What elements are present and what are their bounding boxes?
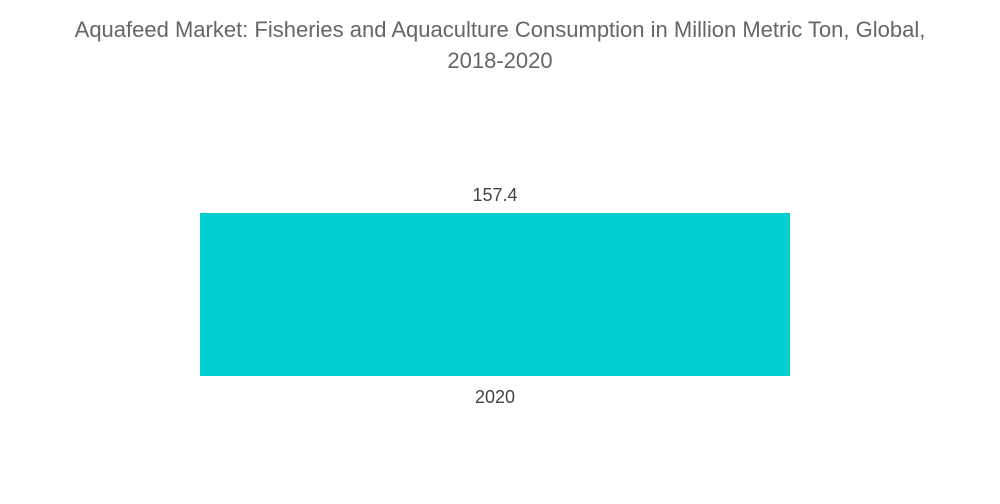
chart-title-line-1: Aquafeed Market: Fisheries and Aquacultu… [74,17,926,42]
bar-series [200,213,790,376]
x-axis-tick-labels: 2020 [475,387,515,407]
x-tick-label-2020: 2020 [475,387,515,407]
value-labels: 157.4 [472,185,517,205]
value-label-2020: 157.4 [472,185,517,205]
chart-title: Aquafeed Market: Fisheries and Aquacultu… [0,14,1000,76]
bar-2020 [200,213,790,376]
chart-title-line-2: 2018-2020 [447,48,553,73]
